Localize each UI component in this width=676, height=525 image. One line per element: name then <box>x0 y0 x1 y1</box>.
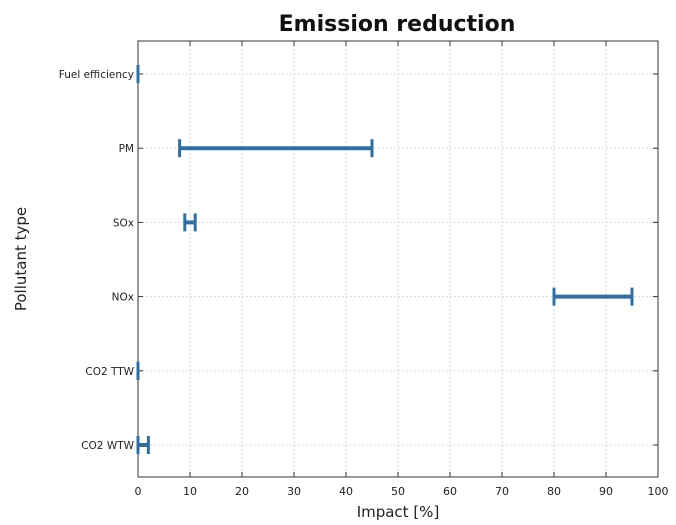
x-tick-label: 0 <box>135 485 142 498</box>
chart-title: Emission reduction <box>279 12 516 37</box>
grid <box>138 41 658 477</box>
y-category-label: NOx <box>112 292 134 304</box>
x-tick-label: 10 <box>183 485 197 498</box>
y-category-label: SOx <box>113 217 134 229</box>
range-bars <box>136 65 634 454</box>
range-bar <box>183 213 197 232</box>
x-tick-label: 40 <box>339 485 353 498</box>
range-bar <box>178 139 374 158</box>
y-category-label: PM <box>119 143 134 155</box>
x-tick-label: 70 <box>495 485 509 498</box>
x-tick-label: 50 <box>391 485 405 498</box>
x-tick-label: 90 <box>599 485 613 498</box>
y-category-label: CO2 TTW <box>85 366 134 378</box>
range-bar <box>552 287 634 306</box>
x-axis-label: Impact [%] <box>357 503 440 521</box>
x-tick-label: 80 <box>547 485 561 498</box>
x-tick-label: 30 <box>287 485 301 498</box>
x-tick-label: 100 <box>648 485 669 498</box>
y-axis-label: Pollutant type <box>12 207 30 311</box>
y-category-label: Fuel efficiency <box>59 69 134 81</box>
x-tick-label: 20 <box>235 485 249 498</box>
range-bar <box>136 436 150 454</box>
y-category-label: CO2 WTW <box>81 440 134 452</box>
x-tick-label: 60 <box>443 485 457 498</box>
axis-ticks: 0 10 20 30 40 50 60 70 80 90 100 Fuel efficiency PM S… <box>59 41 669 498</box>
